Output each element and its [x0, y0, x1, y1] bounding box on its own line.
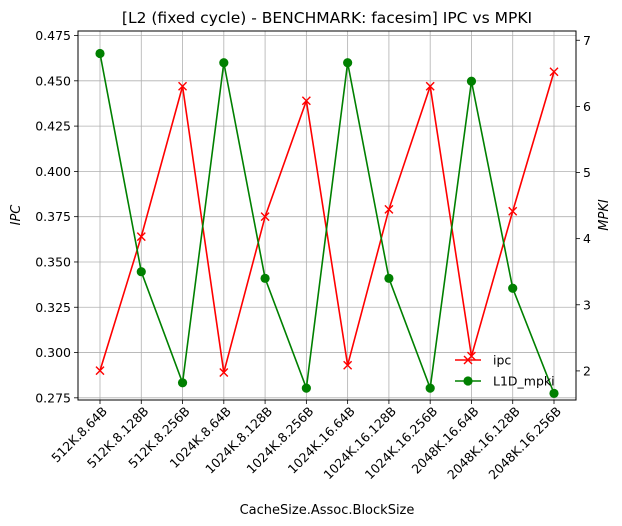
- y-right-tick-label: 7: [583, 33, 591, 48]
- point-ipc: [260, 212, 270, 222]
- x-marker-stroke: [219, 367, 229, 377]
- point-l1d-mpki: [508, 283, 518, 293]
- point-l1d-mpki: [177, 378, 188, 388]
- x-marker-stroke: [260, 212, 270, 222]
- y-left-tick-label: 0.400: [35, 164, 71, 179]
- x-axis-label: CacheSize.Assoc.BlockSize: [240, 503, 415, 518]
- legend-marker: [463, 376, 473, 386]
- point-ipc: [178, 81, 188, 91]
- y-axis-right-label: MPKI: [597, 199, 612, 231]
- point-ipc: [508, 206, 518, 216]
- x-marker-stroke: [301, 96, 311, 106]
- y-axis-left-label: IPC: [9, 204, 24, 226]
- legend-entry-l1d-mpki: L1D_mpki: [455, 374, 555, 389]
- point-ipc: [343, 360, 353, 370]
- chart-title: [L2 (fixed cycle) - BENCHMARK: facesim] …: [122, 9, 532, 27]
- legend: ipc L1D_mpki: [455, 353, 555, 389]
- x-marker-stroke: [343, 360, 353, 370]
- point-l1d-mpki: [136, 267, 146, 277]
- point-l1d-mpki: [219, 58, 229, 68]
- x-marker-stroke: [549, 67, 559, 77]
- series-line-ipc: [99, 71, 555, 373]
- y-left-tick-label: 0.375: [35, 209, 71, 224]
- x-marker-stroke: [384, 204, 394, 214]
- point-l1d-mpki: [549, 388, 559, 398]
- y-left-tick-label: 0.325: [35, 300, 71, 315]
- legend-entry-ipc: ipc: [455, 353, 511, 368]
- series-line-l1d-mpki: [99, 53, 555, 394]
- x-marker-stroke: [425, 81, 435, 91]
- point-ipc: [136, 232, 146, 242]
- x-marker-stroke: [508, 206, 518, 216]
- y-right-tick-label: 6: [583, 99, 591, 114]
- point-l1d-mpki: [466, 76, 477, 86]
- point-ipc: [425, 81, 435, 91]
- legend-label: ipc: [493, 353, 511, 368]
- point-ipc: [301, 96, 311, 106]
- y-left-tick-label: 0.275: [35, 390, 71, 405]
- point-l1d-mpki: [384, 273, 394, 283]
- x-marker-stroke: [178, 81, 188, 91]
- point-l1d-mpki: [425, 383, 435, 393]
- point-ipc: [549, 67, 559, 77]
- y-left-tick-label: 0.350: [35, 254, 71, 269]
- y-right-tick-label: 4: [583, 231, 591, 246]
- x-marker-stroke: [95, 366, 105, 376]
- y-left-tick-label: 0.300: [35, 345, 71, 360]
- point-l1d-mpki: [343, 58, 353, 68]
- point-l1d-mpki: [260, 273, 270, 283]
- point-ipc: [384, 204, 394, 214]
- point-l1d-mpki: [95, 48, 105, 59]
- y-left-tick-label: 0.450: [35, 73, 71, 88]
- plot-frame: [77, 30, 577, 401]
- point-l1d-mpki: [301, 383, 311, 393]
- point-ipc: [219, 367, 229, 377]
- grid: [78, 31, 576, 400]
- series-layer: [95, 48, 559, 398]
- y-right-tick-label: 3: [583, 297, 591, 312]
- y-left-tick-label: 0.425: [35, 119, 71, 134]
- point-ipc: [95, 366, 105, 376]
- y-axis-left: 0.275 0.300 0.325 0.350 0.375 0.400 0.425 0.450…: [35, 28, 78, 405]
- y-axis-right: 2 3 4 5 6 7: [576, 33, 591, 378]
- x-marker-stroke: [136, 232, 146, 242]
- legend-marker: [463, 355, 473, 365]
- y-right-tick-label: 5: [583, 165, 591, 180]
- legend-label: L1D_mpki: [493, 374, 555, 389]
- y-right-tick-label: 2: [583, 363, 591, 378]
- y-left-tick-label: 0.475: [35, 28, 71, 43]
